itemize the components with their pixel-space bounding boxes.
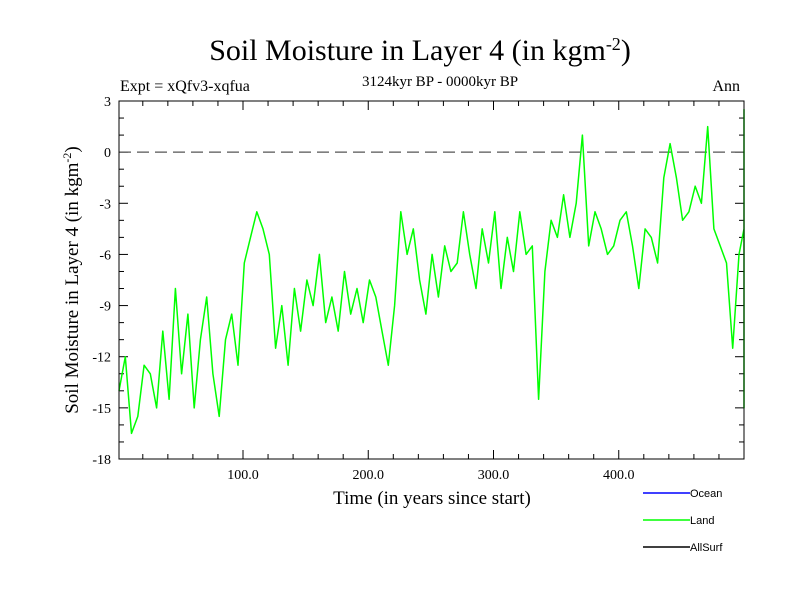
x-tick-label: 100.0 [227, 468, 259, 483]
legend-label-allsurf: AllSurf [690, 542, 723, 554]
axis-ticks [119, 100, 744, 460]
y-tick-label: -3 [99, 197, 111, 212]
expt-label: Expt = xQfv3-xqfua [120, 78, 250, 95]
x-tick-label: 200.0 [352, 468, 384, 483]
legend: Ocean Land AllSurf [643, 488, 723, 554]
y-tick-label: -6 [99, 248, 111, 263]
legend-label-land: Land [690, 515, 714, 527]
y-tick-label: 3 [104, 95, 111, 110]
y-axis-label: Soil Moisture in Layer 4 (in kgm-2) [60, 146, 83, 414]
land-series-line [118, 108, 745, 435]
x-tick-label: 400.0 [603, 468, 635, 483]
legend-label-ocean: Ocean [690, 488, 722, 500]
y-tick-label: -18 [92, 453, 111, 468]
plot-frame [118, 100, 745, 460]
x-tick-label: 300.0 [478, 468, 510, 483]
x-axis-label: Time (in years since start) [333, 488, 531, 509]
y-tick-label: -15 [92, 402, 111, 417]
y-tick-label: -9 [99, 300, 111, 315]
chart-subtitle: 3124kyr BP - 0000kyr BP [362, 74, 518, 90]
y-tick-label: -12 [92, 351, 111, 366]
chart-title: Soil Moisture in Layer 4 (in kgm-2) [209, 34, 631, 67]
season-label: Ann [712, 78, 740, 95]
y-tick-label: 0 [104, 146, 111, 161]
axis-tick-labels: 3 0 -3 -6 -9 -12 -15 -18 100.0 200.0 300.0 400.0 [92, 95, 634, 483]
